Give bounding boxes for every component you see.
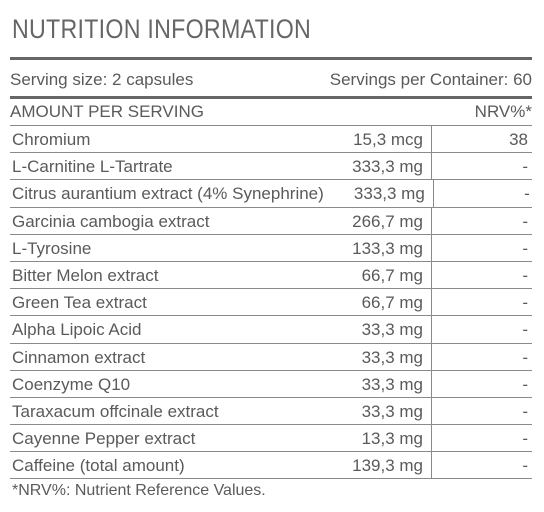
serving-divider — [10, 96, 532, 99]
nutrient-nrv: - — [522, 429, 528, 449]
nutrient-name: Taraxacum offcinale extract — [12, 401, 219, 421]
nutrient-name: Coenzyme Q10 — [12, 374, 131, 394]
table-row: Caffeine (total amount) 139,3 mg - — [10, 452, 532, 480]
nutrient-amount: 33,3 mg — [322, 316, 432, 344]
nutrient-amount: 139,3 mg — [322, 452, 432, 480]
table-row: Chromium 15,3 mcg 38 — [10, 126, 532, 154]
nutrient-amount: 33,3 mg — [322, 370, 432, 398]
table-header: AMOUNT PER SERVING NRV%* — [10, 99, 532, 126]
nutrient-table: Chromium 15,3 mcg 38 L-Carnitine L-Tartrate… — [10, 126, 532, 480]
nutrient-name: L-Carnitine L-Tartrate — [12, 157, 173, 177]
table-row: Green Tea extract 66,7 mg - — [10, 289, 532, 317]
nutrient-name: L-Tyrosine — [12, 238, 92, 258]
table-row: Cayenne Pepper extract 13,3 mg - — [10, 425, 532, 453]
nutrient-name: Alpha Lipoic Acid — [12, 320, 142, 340]
table-row: Coenzyme Q10 33,3 mg - — [10, 370, 532, 398]
nutrition-panel: NUTRITION INFORMATION Serving size: 2 ca… — [10, 0, 532, 503]
table-row: L-Tyrosine 133,3 mg - — [10, 234, 532, 262]
nutrient-amount: 266,7 mg — [322, 207, 432, 235]
nutrient-name: Garcinia cambogia extract — [12, 211, 210, 231]
amount-per-serving-header: AMOUNT PER SERVING — [10, 102, 204, 121]
nutrient-amount: 66,7 mg — [322, 289, 432, 317]
table-row: Bitter Melon extract 66,7 mg - — [10, 261, 532, 290]
nutrient-nrv: - — [522, 293, 528, 313]
nutrient-nrv: - — [522, 347, 528, 367]
nutrient-amount: 133,3 mg — [322, 234, 432, 262]
nutrient-amount: 15,3 mcg — [322, 126, 432, 153]
serving-info: Serving size: 2 capsules Servings per Co… — [10, 60, 532, 96]
nutrient-nrv: - — [522, 238, 528, 258]
nutrient-nrv: - — [522, 401, 528, 421]
table-row: Taraxacum offcinale extract 33,3 mg - — [10, 397, 532, 426]
nutrient-nrv: - — [522, 320, 528, 340]
table-row: Citrus aurantium extract (4% Synephrine)… — [10, 180, 532, 208]
footnote: *NRV%: Nutrient Reference Values. — [12, 482, 266, 500]
table-row: L-Carnitine L-Tartrate 333,3 mg - — [10, 153, 532, 181]
nutrient-name: Green Tea extract — [12, 293, 147, 313]
nutrient-nrv: - — [522, 456, 528, 476]
nutrient-name: Bitter Melon extract — [12, 265, 159, 285]
nutrient-amount: 333,3 mg — [322, 153, 432, 181]
table-row: Garcinia cambogia extract 266,7 mg - — [10, 207, 532, 235]
nutrient-nrv: 38 — [509, 130, 528, 149]
page-title: NUTRITION INFORMATION — [12, 14, 312, 44]
nutrient-name: Citrus aurantium extract (4% Synephrine) — [12, 184, 324, 204]
nutrient-amount: 33,3 mg — [322, 397, 432, 425]
nutrient-name: Cinnamon extract — [12, 347, 146, 367]
table-row: Alpha Lipoic Acid 33,3 mg - — [10, 316, 532, 344]
nutrient-nrv: - — [522, 265, 528, 285]
nutrient-nrv: - — [524, 184, 530, 204]
nutrient-amount: 13,3 mg — [322, 425, 432, 453]
nutrient-name: Chromium — [12, 130, 91, 149]
nutrient-nrv: - — [522, 374, 528, 394]
nutrient-amount: 333,3 mg — [324, 180, 434, 208]
nutrient-name: Cayenne Pepper extract — [12, 429, 196, 449]
title-divider — [10, 57, 532, 60]
nutrient-amount: 33,3 mg — [322, 343, 432, 371]
nutrient-nrv: - — [522, 211, 528, 231]
servings-per-container: Servings per Container: 60 — [329, 70, 532, 89]
nutrient-amount: 66,7 mg — [322, 261, 432, 289]
nutrient-nrv: - — [522, 157, 528, 177]
table-row: Cinnamon extract 33,3 mg - — [10, 343, 532, 371]
serving-size: Serving size: 2 capsules — [10, 70, 194, 89]
nutrient-name: Caffeine (total amount) — [12, 456, 185, 476]
nrv-header: NRV%* — [474, 102, 532, 121]
